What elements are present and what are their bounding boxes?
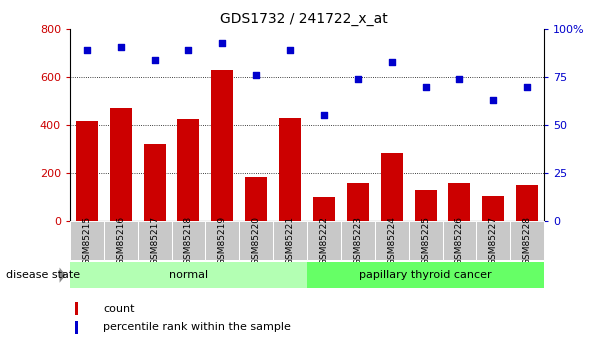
Text: GDS1732 / 241722_x_at: GDS1732 / 241722_x_at — [220, 12, 388, 26]
Bar — [347, 183, 369, 221]
Point — [455, 76, 465, 82]
Bar — [75, 302, 78, 315]
Bar — [409, 221, 443, 260]
Text: GSM85218: GSM85218 — [184, 216, 193, 265]
Point — [82, 48, 92, 53]
Bar — [76, 121, 98, 221]
Text: normal: normal — [169, 270, 208, 280]
Point — [116, 44, 126, 49]
Bar — [70, 262, 307, 288]
Point — [387, 59, 396, 65]
Text: GSM85220: GSM85220 — [252, 216, 261, 265]
Text: GSM85224: GSM85224 — [387, 216, 396, 265]
Bar — [381, 152, 402, 221]
Text: GSM85217: GSM85217 — [150, 216, 159, 265]
Bar — [206, 221, 240, 260]
Point — [522, 84, 532, 90]
Bar — [70, 221, 104, 260]
Bar — [341, 221, 375, 260]
Bar — [104, 221, 137, 260]
Text: percentile rank within the sample: percentile rank within the sample — [103, 322, 291, 332]
Text: papillary thyroid cancer: papillary thyroid cancer — [359, 270, 492, 280]
Point — [488, 97, 498, 103]
Text: GSM85225: GSM85225 — [421, 216, 430, 265]
Bar — [415, 190, 437, 221]
Text: disease state: disease state — [6, 270, 80, 280]
Bar — [510, 221, 544, 260]
Point — [251, 72, 261, 78]
Point — [285, 48, 295, 53]
Text: GSM85219: GSM85219 — [218, 216, 227, 265]
Bar — [171, 221, 206, 260]
Bar — [109, 108, 132, 221]
Bar — [245, 177, 268, 221]
Bar — [279, 118, 301, 221]
Text: GSM85222: GSM85222 — [319, 216, 328, 265]
Point — [421, 84, 430, 90]
Bar — [449, 183, 471, 221]
Text: count: count — [103, 304, 134, 314]
Bar — [273, 221, 307, 260]
Point — [184, 48, 193, 53]
Point — [150, 57, 159, 63]
Bar — [307, 221, 341, 260]
Bar — [516, 185, 538, 221]
Text: GSM85227: GSM85227 — [489, 216, 498, 265]
Point — [319, 113, 329, 118]
Bar — [375, 221, 409, 260]
Bar — [143, 144, 165, 221]
Point — [353, 76, 363, 82]
Bar — [137, 221, 171, 260]
Point — [218, 40, 227, 46]
Bar — [240, 221, 273, 260]
Bar — [482, 196, 505, 221]
Text: GSM85221: GSM85221 — [286, 216, 295, 265]
Polygon shape — [60, 268, 66, 283]
Text: GSM85215: GSM85215 — [82, 216, 91, 265]
Bar — [477, 221, 510, 260]
Text: GSM85226: GSM85226 — [455, 216, 464, 265]
Text: GSM85223: GSM85223 — [353, 216, 362, 265]
Bar — [178, 119, 199, 221]
Bar — [212, 70, 233, 221]
Bar — [307, 262, 544, 288]
Text: GSM85228: GSM85228 — [523, 216, 532, 265]
Text: GSM85216: GSM85216 — [116, 216, 125, 265]
Bar — [443, 221, 477, 260]
Bar — [313, 197, 335, 221]
Bar — [75, 321, 78, 334]
